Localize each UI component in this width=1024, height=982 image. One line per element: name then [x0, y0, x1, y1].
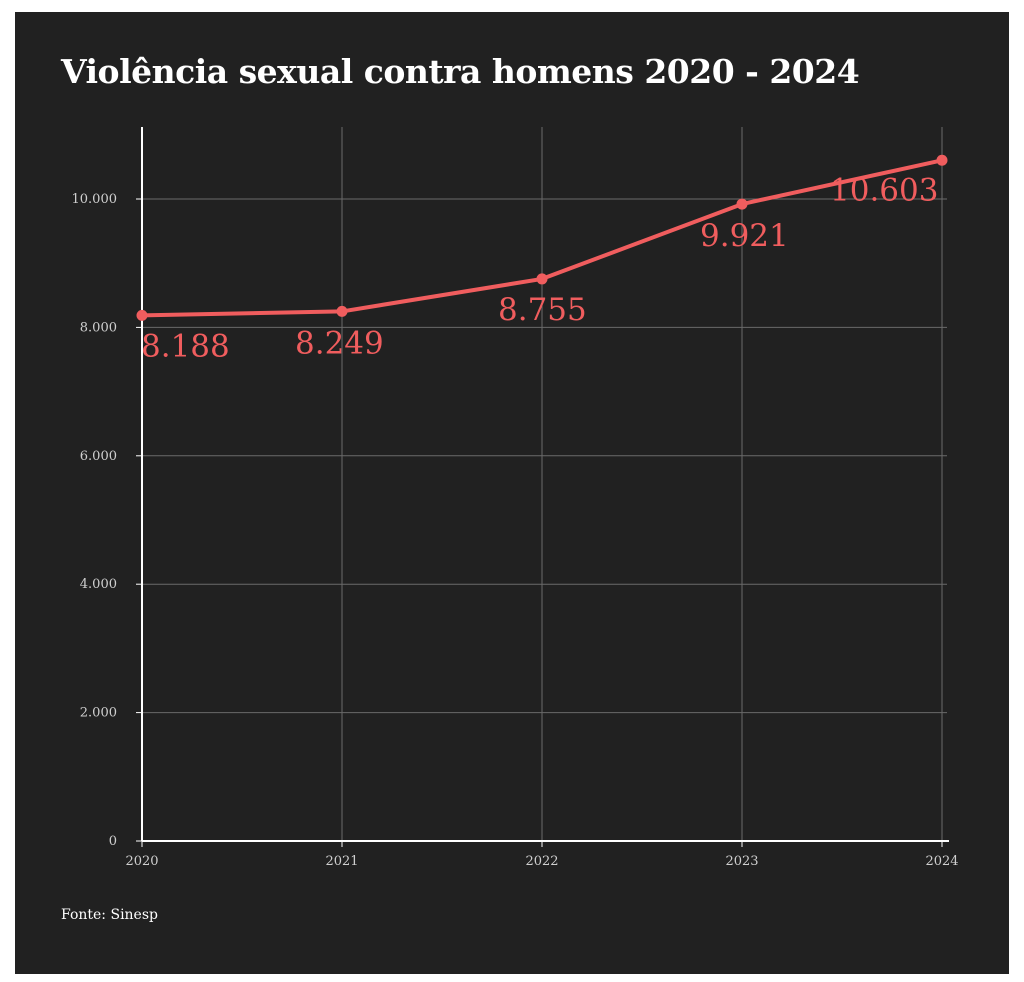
- data-label: 8.755: [498, 292, 587, 328]
- x-tick-label: 2021: [325, 854, 358, 869]
- y-tick-label: 2.000: [80, 706, 117, 721]
- data-label: 8.188: [141, 328, 230, 364]
- data-point: [936, 154, 948, 166]
- axes: 0 2.000 4.000 6.000 8.000 10.000 2020 2021 2022 2…: [72, 127, 959, 869]
- gridlines: [141, 127, 947, 841]
- chart-card: Violência sexual contra homens 2020 - 20…: [15, 12, 1009, 974]
- data-point: [136, 309, 148, 321]
- chart-source: Fonte: Sinesp: [61, 907, 158, 923]
- data-label: 8.249: [295, 325, 384, 361]
- data-point: [736, 198, 748, 210]
- y-tick-label: 6.000: [80, 449, 117, 464]
- y-tick-label: 8.000: [80, 320, 117, 335]
- y-tick-label: 4.000: [80, 577, 117, 592]
- series-line: [136, 154, 948, 321]
- x-tick-label: 2020: [125, 854, 158, 869]
- x-tick-label: 2022: [525, 854, 558, 869]
- chart-title: Violência sexual contra homens 2020 - 20…: [61, 52, 860, 91]
- data-label: 9.921: [700, 218, 789, 254]
- y-tick-label: 10.000: [72, 192, 118, 207]
- line-chart: 0 2.000 4.000 6.000 8.000 10.000 2020 2021 2022 2…: [72, 127, 959, 869]
- y-tick-label: 0: [109, 834, 117, 849]
- x-tick-label: 2023: [725, 854, 758, 869]
- data-label: 10.603: [830, 172, 938, 208]
- data-point: [536, 273, 548, 285]
- data-point: [336, 305, 348, 317]
- x-tick-label: 2024: [925, 854, 958, 869]
- data-labels: 8.188 8.249 8.755 9.921 10.603: [141, 172, 938, 364]
